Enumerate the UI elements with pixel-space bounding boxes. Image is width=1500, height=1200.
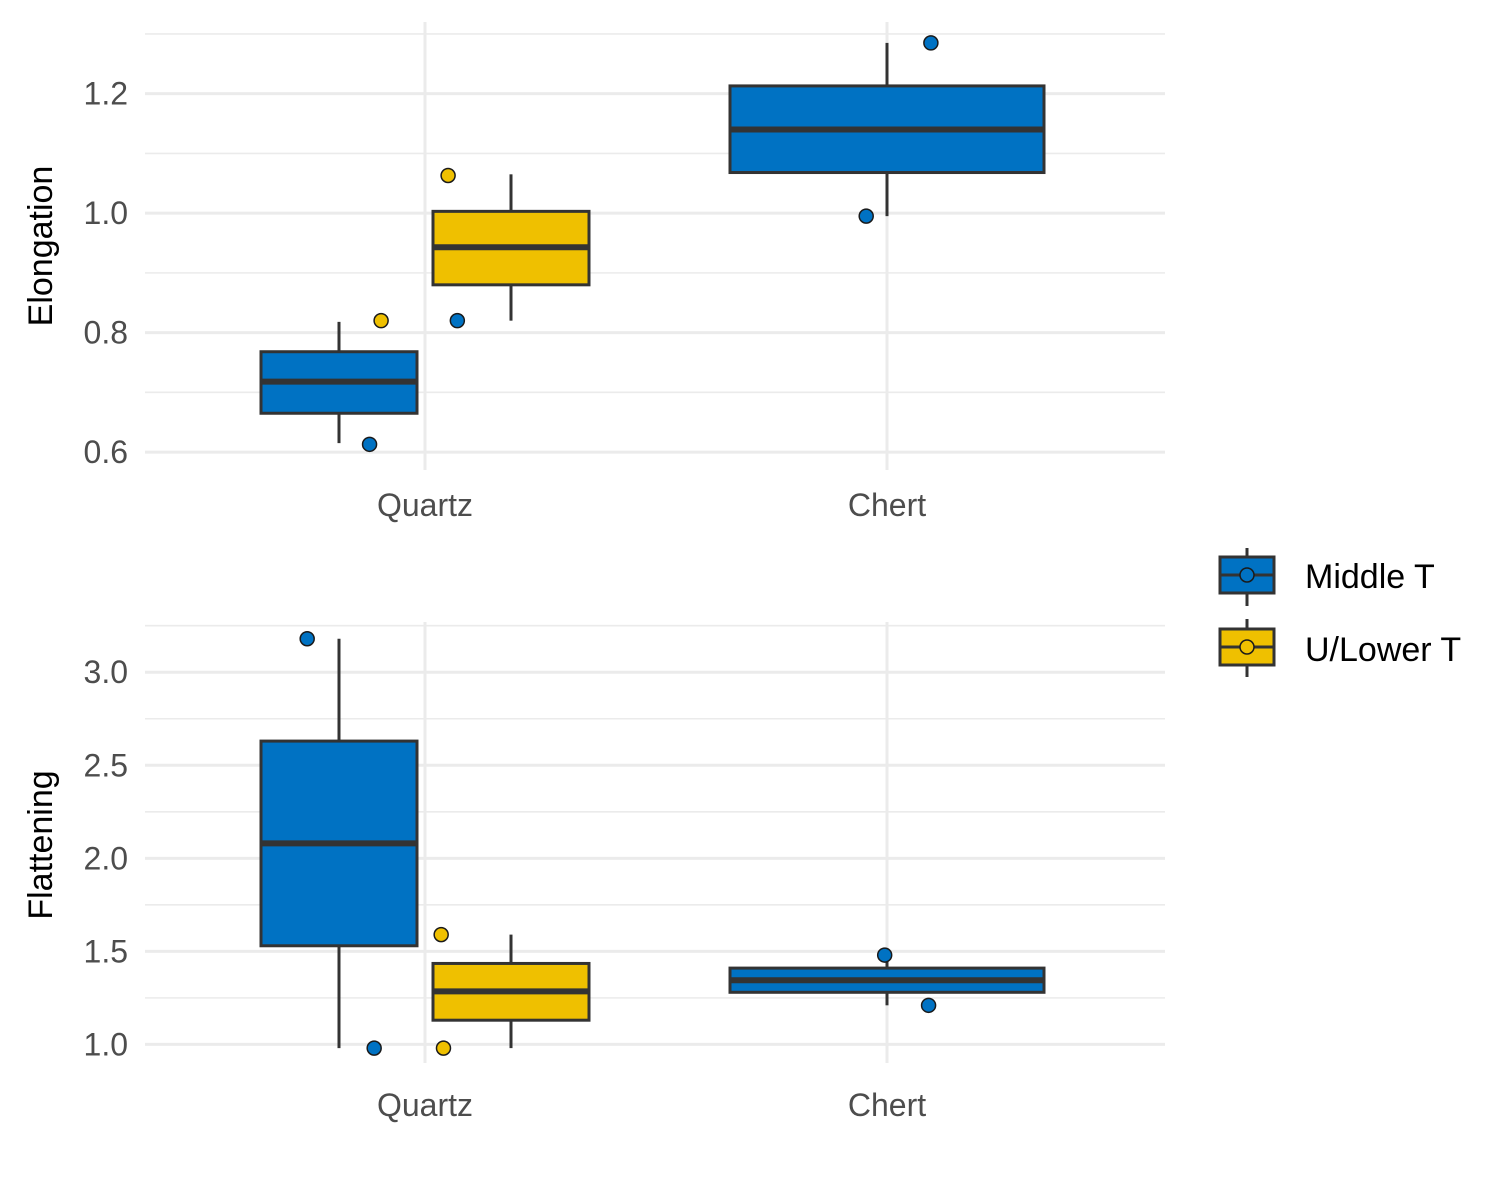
y-tick-label: 2.5 <box>84 747 128 783</box>
legend-item-u-lower-t: U/Lower T <box>1218 619 1461 677</box>
box-quartz-middle-t <box>259 638 419 1049</box>
elongation-panel: 0.6 0.8 1.0 1.2 Quartz Chert Elongation <box>22 22 1165 523</box>
box-chert-middle-t <box>728 955 1046 1006</box>
flattening-panel: 1.0 1.5 2.0 2.5 3.0 Quartz Chert Flattening <box>22 622 1165 1123</box>
y-tick-label: 0.6 <box>84 434 128 470</box>
data-point-quartz-middle-t <box>361 436 378 453</box>
x-tick-label-quartz: Quartz <box>377 1087 473 1123</box>
x-tick-label-quartz: Quartz <box>377 487 473 523</box>
data-point-quartz-u-lower-t <box>433 926 449 943</box>
y-axis-title: Flattening <box>22 770 60 919</box>
data-point-quartz-u-lower-t <box>435 1040 452 1056</box>
y-tick-label: 1.0 <box>84 1026 128 1062</box>
data-point-quartz-middle-t <box>299 630 315 647</box>
legend-key-point <box>1239 567 1255 583</box>
legend: Middle T U/Lower T <box>1218 548 1461 677</box>
data-point-quartz-middle-t <box>366 1040 382 1056</box>
data-point-chert-middle-t <box>858 208 874 224</box>
data-point-quartz-u-lower-t <box>373 312 389 329</box>
box-quartz-middle-t <box>259 321 419 444</box>
legend-label-u-lower-t: U/Lower T <box>1305 631 1461 669</box>
y-tick-label: 3.0 <box>84 654 128 690</box>
legend-item-middle-t: Middle T <box>1218 548 1435 606</box>
box-quartz-u-lower-t <box>431 174 591 321</box>
data-point-quartz-middle-t <box>449 312 466 329</box>
legend-label-middle-t: Middle T <box>1305 558 1435 596</box>
box-chert-middle-t <box>728 42 1046 217</box>
x-tick-label-chert: Chert <box>848 487 926 523</box>
x-tick-label-chert: Chert <box>848 1087 926 1123</box>
data-point-quartz-u-lower-t <box>440 167 456 184</box>
y-tick-label: 0.8 <box>84 315 128 351</box>
y-tick-label: 1.2 <box>84 76 128 112</box>
y-tick-label: 1.0 <box>84 195 128 231</box>
y-axis-title: Elongation <box>22 166 60 327</box>
box-quartz-u-lower-t <box>431 934 591 1049</box>
data-point-chert-middle-t <box>920 997 937 1014</box>
y-tick-label: 2.0 <box>84 840 128 876</box>
legend-key-point <box>1239 639 1255 655</box>
data-point-chert-middle-t <box>923 35 939 51</box>
y-tick-label: 1.5 <box>84 933 128 969</box>
data-point-chert-middle-t <box>876 947 893 963</box>
